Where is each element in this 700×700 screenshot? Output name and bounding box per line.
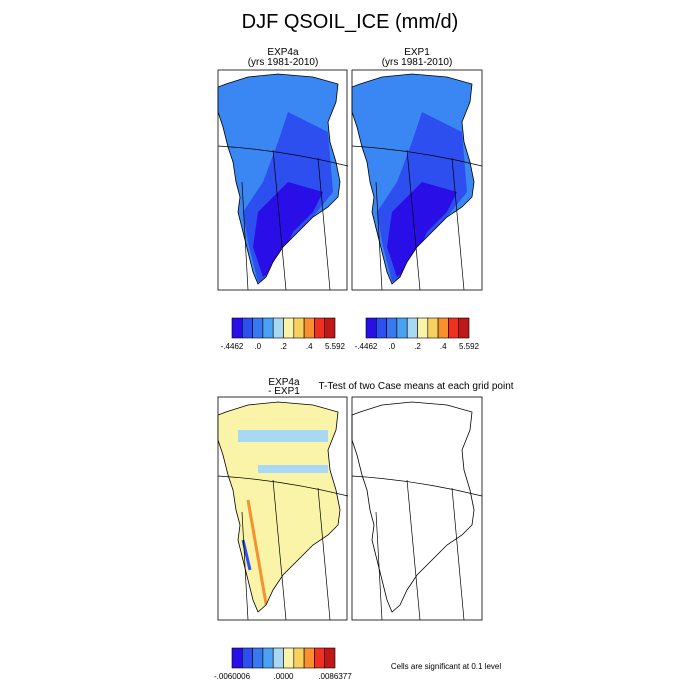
panel-title: EXP4a [268, 377, 300, 388]
figure-title: DJF QSOIL_ICE (mm/d) [242, 11, 459, 33]
colorbar-box [252, 317, 264, 339]
colorbar-box [262, 317, 274, 339]
colorbar-box [396, 317, 408, 339]
colorbar-box [314, 317, 325, 339]
colorbar-label: .0086377 [318, 672, 352, 681]
colorbar-label: .0 [388, 342, 395, 351]
colorbar-label: -.4462 [221, 342, 244, 351]
colorbar-box [427, 317, 439, 339]
colorbar-box [386, 317, 398, 339]
colorbar-box [272, 647, 284, 669]
colorbar-label: 5.592 [459, 342, 480, 351]
panel-title: EXP4a [267, 47, 299, 58]
panel-title: T-Test of two Case means at each grid po… [318, 381, 513, 392]
panel-subtitle: (yrs 1981-2010) [382, 57, 453, 68]
colorbar-box [242, 317, 253, 339]
colorbar-box [406, 317, 418, 339]
colorbar-box [324, 647, 336, 669]
colorbar-box [314, 647, 325, 669]
map-panel [217, 69, 349, 291]
map-panel [351, 69, 483, 291]
colorbar-box [262, 647, 274, 669]
colorbar-box [303, 647, 315, 669]
colorbar-label: 5.592 [325, 342, 346, 351]
colorbar-box [375, 317, 387, 339]
colorbar-label: .0000 [273, 672, 294, 681]
panel-subtitle: - EXP1 [268, 386, 300, 397]
panel-subtitle: (yrs 1981-2010) [248, 57, 319, 68]
colorbar-box [365, 317, 377, 339]
colorbar-box [303, 317, 315, 339]
colorbar-label: .0 [254, 342, 261, 351]
colorbar-box [242, 647, 253, 669]
colorbar-box [293, 647, 305, 669]
colorbar-box [283, 647, 295, 669]
colorbar-label: -.0060006 [214, 672, 251, 681]
colorbar-box [252, 647, 264, 669]
colorbar-box [324, 317, 336, 339]
colorbar-label: -.4462 [355, 342, 378, 351]
colorbar-box [293, 317, 305, 339]
colorbar-box [458, 317, 470, 339]
map-panel [351, 396, 483, 621]
footnote: Cells are significant at 0.1 level [391, 662, 502, 671]
colorbar-box [448, 317, 459, 339]
colorbar-box [437, 317, 449, 339]
colorbar-box [283, 317, 295, 339]
colorbar-box [231, 647, 243, 669]
colorbar-box [272, 317, 284, 339]
colorbar-box [231, 317, 243, 339]
colorbar-label: .4 [306, 342, 313, 351]
panel-title: EXP1 [404, 47, 430, 58]
colorbar-label: .2 [280, 342, 287, 351]
map-panel [217, 396, 349, 621]
colorbar-box [417, 317, 429, 339]
colorbar-label: .2 [414, 342, 421, 351]
colorbar-label: .4 [440, 342, 447, 351]
